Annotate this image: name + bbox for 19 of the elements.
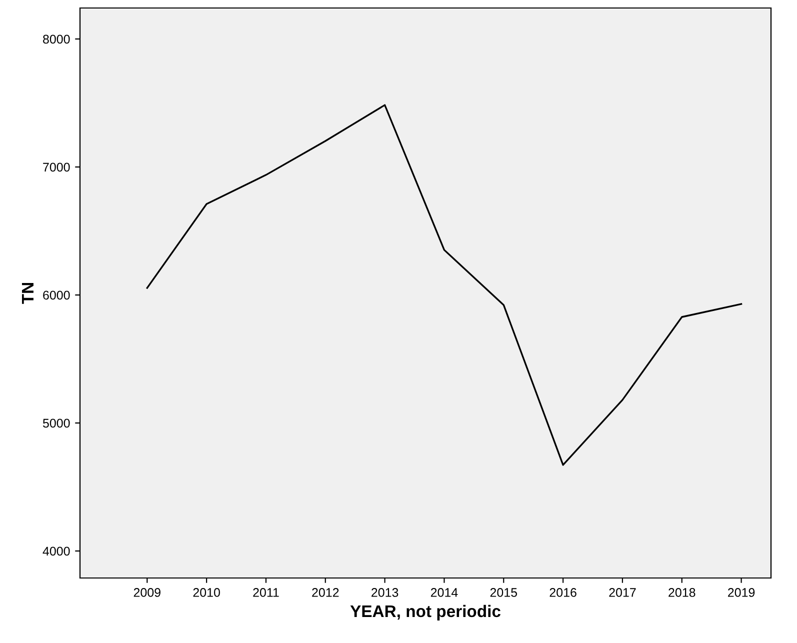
x-tick-label: 2016 [550,588,576,597]
x-tick-label: 2018 [668,588,696,597]
x-tick-label: 2012 [312,588,339,597]
y-tick-label: 8000 [43,34,70,44]
x-tick-label: 2010 [193,588,220,597]
line-series [146,104,742,466]
x-axis-title: YEAR, not periodic [350,604,500,620]
y-tick-label: 4000 [42,546,70,556]
y-axis-title: TN [22,283,34,304]
y-tick-label: 5000 [42,418,70,428]
x-tick-label: 2015 [490,588,518,597]
x-tick-label: 2019 [728,588,755,597]
y-tick-label: 6000 [43,290,70,300]
x-tick-label: 2017 [609,588,636,597]
x-tick-label: 2013 [372,588,398,597]
x-tick-label: 2009 [134,588,160,597]
x-tick-label: 2011 [253,588,279,597]
x-tick-label: 2014 [430,588,458,597]
y-tick-label: 7000 [43,162,70,172]
